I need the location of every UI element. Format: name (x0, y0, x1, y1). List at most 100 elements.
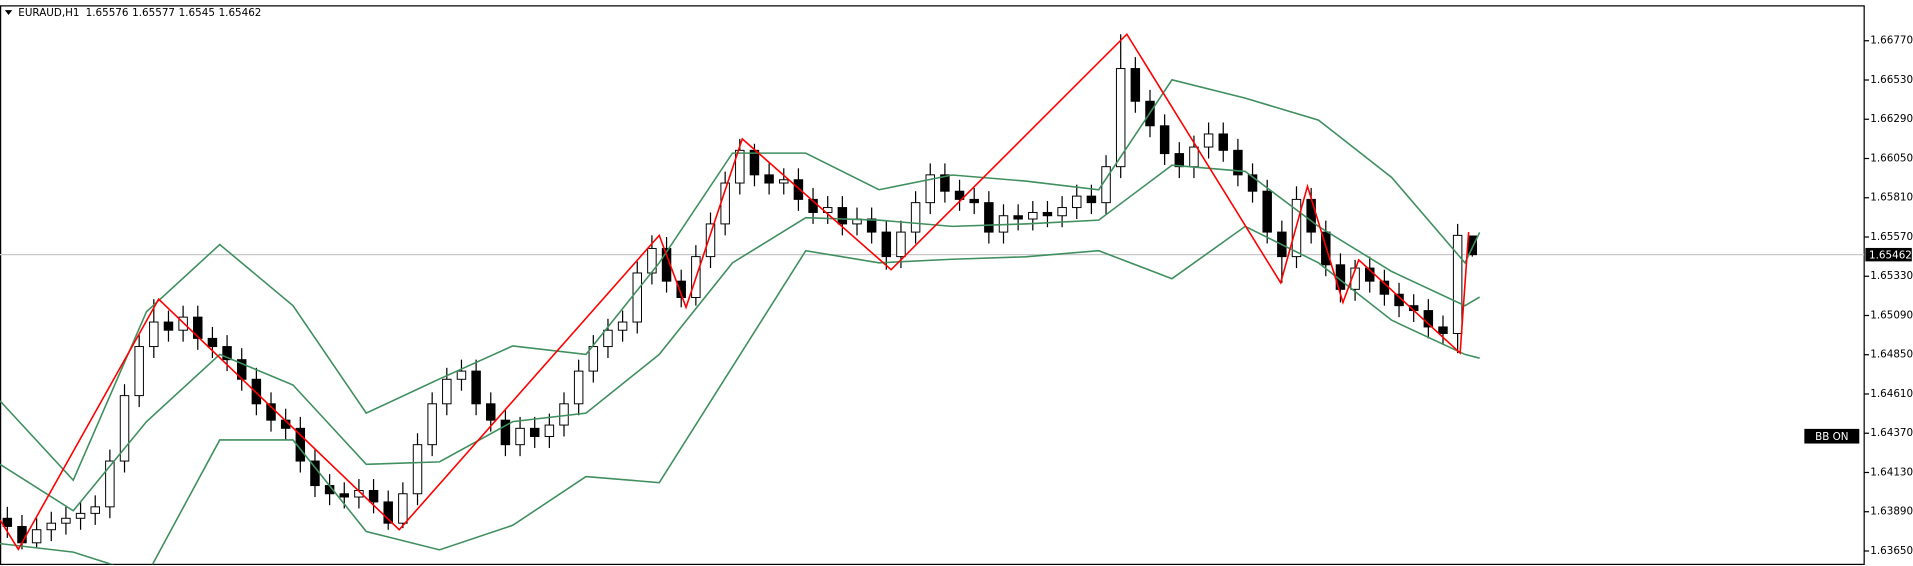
candle-body (779, 179, 789, 184)
menu-arrow[interactable] (4, 10, 13, 16)
candle-body (588, 346, 599, 372)
candle-body (31, 529, 42, 544)
candle-body (368, 489, 379, 503)
candle-body (793, 179, 804, 200)
candle-body (735, 149, 745, 184)
candle-body (837, 207, 848, 225)
candle-body (61, 517, 71, 524)
y-tick-label: 1.65090 (1870, 309, 1913, 321)
candle-body (383, 501, 393, 524)
candle-body (105, 460, 115, 508)
candle-body (207, 337, 218, 348)
candle-body (910, 202, 921, 233)
candle-body (193, 316, 203, 339)
candle-body (456, 370, 467, 380)
candle-body (1086, 195, 1097, 204)
candle-body (412, 444, 423, 495)
ohlc-close: 1.65462 (219, 7, 262, 19)
candle-body (705, 223, 716, 258)
candle-body (1028, 211, 1038, 220)
candle-body (251, 378, 262, 405)
candle-body (1306, 198, 1316, 233)
candle-body (119, 395, 130, 462)
candle-body (398, 493, 408, 524)
candle-body (1452, 234, 1463, 334)
ohlc-low: 1.6545 (179, 7, 215, 19)
candle-body (1159, 125, 1170, 155)
candle-body (1042, 211, 1053, 217)
indicator-badge[interactable] (1804, 428, 1860, 444)
candle-body (749, 149, 760, 176)
candle-body (969, 198, 979, 204)
candle-body (134, 346, 144, 397)
candle-body (515, 427, 525, 446)
symbol: EURAUD,H1 (18, 7, 79, 19)
candle-body (500, 419, 511, 446)
candle-body (603, 329, 613, 348)
candle-body (866, 218, 877, 233)
y-tick-label: 1.66770 (1870, 35, 1913, 47)
candle-body (1438, 326, 1448, 334)
candle-body (896, 231, 906, 258)
candle-body (1247, 174, 1258, 192)
candle-body (676, 280, 686, 298)
candle-body (808, 198, 818, 213)
plot-frame (0, 5, 1865, 566)
y-tick-label: 1.66290 (1870, 113, 1913, 125)
candle-body (1203, 133, 1214, 148)
indicator-label[interactable]: BB ON (1815, 431, 1848, 443)
candle-body (75, 512, 86, 519)
candle-body (529, 427, 540, 437)
zigzag-line (0, 32, 1470, 551)
candle-body (940, 174, 950, 192)
candle-body (2, 517, 13, 527)
candle-body (1233, 149, 1243, 176)
y-tick-label: 1.63650 (1870, 545, 1913, 557)
candle-body (1423, 310, 1434, 328)
y-tick-label: 1.65330 (1870, 270, 1913, 282)
band-line (0, 78, 1481, 482)
candle-body (1013, 215, 1023, 220)
candle-body (46, 522, 57, 531)
candle-body (984, 202, 994, 233)
y-tick-label: 1.64610 (1870, 388, 1913, 400)
y-tick-label: 1.63890 (1870, 506, 1913, 518)
candle-body (1262, 190, 1272, 233)
band-line (0, 225, 1480, 565)
candle-body (442, 378, 452, 405)
y-tick-label: 1.64130 (1870, 466, 1913, 478)
candle-body (617, 321, 628, 331)
candle-body (1130, 68, 1141, 102)
y-tick-label: 1.64370 (1870, 427, 1913, 439)
candle-body (881, 231, 892, 258)
candle-body (632, 272, 642, 323)
candle-body (925, 174, 935, 204)
candle-body (149, 321, 159, 348)
candle-body (1072, 195, 1082, 209)
y-tick-label: 1.65810 (1870, 192, 1913, 204)
candle-body (1174, 153, 1185, 168)
y-tick-label: 1.66050 (1870, 152, 1913, 164)
candle-body (163, 321, 174, 331)
candle-body (1218, 133, 1228, 151)
ohlc-open: 1.65576 (86, 7, 129, 19)
candle-body (1101, 166, 1111, 204)
candle-body (222, 346, 232, 361)
candle-body (1115, 68, 1126, 168)
candle-body (954, 190, 965, 200)
candle-body (471, 370, 481, 405)
y-tick-label: 1.66530 (1870, 74, 1913, 86)
candle-body (17, 525, 27, 544)
candle-body (339, 493, 350, 498)
candle-body (427, 403, 437, 446)
candle-body (1057, 207, 1067, 217)
candle-body (1189, 146, 1199, 168)
candle-body (559, 403, 569, 426)
candle-body (573, 370, 584, 405)
candle-body (544, 424, 555, 437)
y-tick-label: 1.64850 (1870, 349, 1913, 361)
candle-body (90, 506, 100, 514)
price-label: 1.65462 (1869, 249, 1912, 261)
